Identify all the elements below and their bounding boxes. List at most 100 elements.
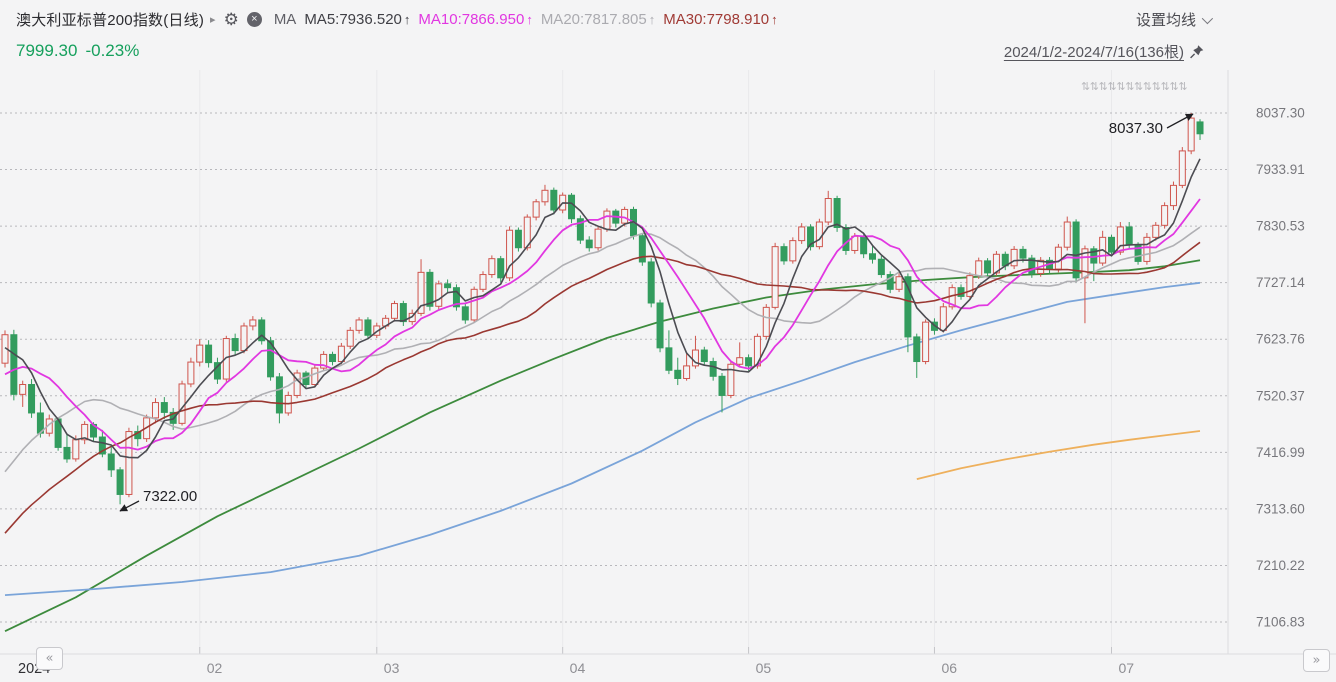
candle bbox=[868, 253, 876, 260]
candle bbox=[302, 372, 310, 386]
candle bbox=[824, 198, 832, 223]
event-markers[interactable]: ⇅ ⇅ ⇅ ⇅ ⇅ ⇅ ⇅ ⇅ ⇅ ⇅ ⇅ ⇅ bbox=[1081, 80, 1188, 93]
candle bbox=[160, 402, 168, 413]
candle bbox=[656, 302, 664, 349]
y-axis-label: 7416.99 bbox=[1256, 445, 1305, 460]
candle bbox=[638, 235, 646, 263]
candle bbox=[541, 189, 549, 203]
price-readout: 7999.30 -0.23% bbox=[16, 40, 139, 62]
visible-range-label: 2024/1/2-2024/7/16(136根) bbox=[1003, 44, 1184, 61]
ma20-up-arrow-icon: ↑ bbox=[648, 11, 656, 27]
candle bbox=[576, 218, 584, 241]
event-marker-icon[interactable]: ⇅ bbox=[1143, 80, 1152, 93]
candle bbox=[1019, 248, 1027, 259]
candle bbox=[355, 319, 363, 331]
candle bbox=[789, 240, 797, 262]
candle bbox=[745, 357, 753, 367]
candle bbox=[727, 363, 735, 396]
event-marker-icon[interactable]: ⇅ bbox=[1099, 80, 1108, 93]
price-change: -0.23% bbox=[85, 41, 140, 60]
candle bbox=[532, 201, 540, 218]
candle bbox=[258, 319, 266, 342]
event-marker-icon[interactable]: ⇅ bbox=[1169, 80, 1178, 93]
candle bbox=[1161, 205, 1169, 226]
event-marker-icon[interactable]: ⇅ bbox=[1161, 80, 1170, 93]
candle bbox=[213, 362, 221, 380]
candle bbox=[1169, 184, 1177, 207]
long-ma-blue-line bbox=[4, 281, 1201, 596]
candle bbox=[187, 361, 195, 385]
candle bbox=[957, 287, 965, 297]
candle bbox=[399, 303, 407, 323]
candle bbox=[506, 229, 514, 279]
y-axis-label: 7830.53 bbox=[1256, 219, 1305, 234]
x-axis-month-label: 04 bbox=[570, 660, 586, 676]
candle bbox=[815, 221, 823, 248]
event-marker-icon[interactable]: ⇅ bbox=[1152, 80, 1161, 93]
candle bbox=[886, 274, 894, 290]
candle bbox=[594, 228, 602, 249]
candle bbox=[984, 260, 992, 274]
pan-left-button[interactable]: « bbox=[36, 647, 63, 670]
candle bbox=[1178, 150, 1186, 186]
candle bbox=[709, 361, 717, 377]
visible-range-control[interactable]: 2024/1/2-2024/7/16(136根) bbox=[1004, 41, 1205, 62]
candle bbox=[329, 353, 337, 363]
y-axis-label: 7623.76 bbox=[1256, 332, 1305, 347]
candle bbox=[19, 384, 27, 395]
instrument-title[interactable]: 澳大利亚标普200指数(日线) bbox=[16, 11, 205, 29]
candle bbox=[178, 383, 186, 424]
candle bbox=[151, 402, 159, 419]
candle bbox=[939, 306, 947, 331]
x-axis-month-label: 07 bbox=[1119, 660, 1135, 676]
candle bbox=[107, 453, 115, 471]
event-marker-icon[interactable]: ⇅ bbox=[1081, 80, 1090, 93]
event-marker-icon[interactable]: ⇅ bbox=[1178, 80, 1187, 93]
pan-right-button[interactable]: » bbox=[1303, 649, 1330, 672]
event-marker-icon[interactable]: ⇅ bbox=[1090, 80, 1099, 93]
candle bbox=[842, 226, 850, 251]
x-axis-month-label: 05 bbox=[756, 660, 772, 676]
indicator-close-icon[interactable]: × bbox=[246, 11, 262, 27]
candle bbox=[81, 423, 89, 441]
candle bbox=[647, 261, 655, 304]
candle bbox=[807, 226, 815, 248]
candle bbox=[488, 258, 496, 276]
candle bbox=[1187, 117, 1195, 152]
candle bbox=[780, 246, 788, 262]
candle bbox=[293, 372, 301, 396]
event-marker-icon[interactable]: ⇅ bbox=[1134, 80, 1143, 93]
candle bbox=[860, 235, 868, 255]
ma10-up-arrow-icon: ↑ bbox=[526, 11, 533, 27]
event-marker-icon[interactable]: ⇅ bbox=[1125, 80, 1134, 93]
candle bbox=[63, 446, 71, 460]
ma20-line bbox=[4, 226, 1201, 473]
candles-layer[interactable] bbox=[1, 113, 1204, 505]
price-axis-labels: 8037.30 7933.91 7830.53 7727.14 7623.76 7520.… bbox=[1256, 106, 1305, 630]
candle bbox=[700, 349, 708, 363]
close-x-glyph: × bbox=[251, 12, 258, 25]
candle bbox=[523, 216, 531, 249]
candle bbox=[762, 306, 770, 337]
candle bbox=[603, 210, 611, 230]
event-marker-icon[interactable]: ⇅ bbox=[1116, 80, 1125, 93]
long-ma-green-line bbox=[4, 259, 1201, 633]
candle bbox=[320, 353, 328, 369]
candle bbox=[771, 246, 779, 308]
event-marker-icon[interactable]: ⇅ bbox=[1108, 80, 1117, 93]
indicator-settings-gear-icon[interactable]: ⚙ bbox=[223, 9, 239, 29]
candle bbox=[975, 260, 983, 277]
axis-separators bbox=[0, 70, 1336, 655]
candle bbox=[346, 329, 354, 347]
candle bbox=[568, 194, 576, 220]
candle bbox=[877, 258, 885, 276]
price-annotation: 8037.30 bbox=[1109, 120, 1163, 137]
candle bbox=[736, 357, 744, 365]
candle bbox=[470, 288, 478, 321]
ma30-readout: MA30:7798.910 ↑ bbox=[663, 10, 778, 28]
ma-settings-button[interactable]: 设置均线 bbox=[1136, 9, 1214, 30]
candle bbox=[665, 347, 673, 371]
candle bbox=[249, 319, 257, 327]
ma10-line bbox=[4, 198, 1201, 451]
